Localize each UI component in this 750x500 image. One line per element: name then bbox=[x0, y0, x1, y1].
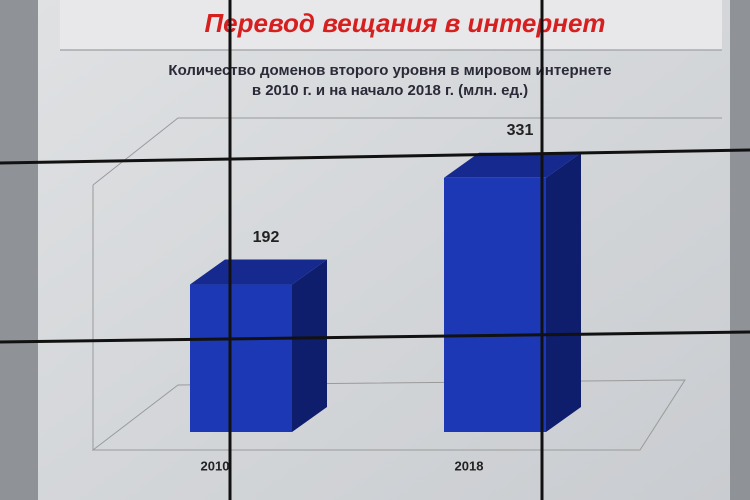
seam bbox=[0, 330, 750, 344]
seam bbox=[0, 148, 750, 165]
slide bbox=[38, 0, 730, 500]
bar-side bbox=[546, 152, 581, 433]
value-label: 192 bbox=[253, 229, 280, 246]
bar-top bbox=[444, 152, 581, 178]
floor bbox=[91, 379, 686, 451]
bars bbox=[190, 152, 581, 433]
chart-subtitle: в 2010 г. и на начало 2018 г. (млн. ед.) bbox=[252, 82, 528, 99]
value-label: 331 bbox=[507, 122, 534, 139]
bar-top bbox=[190, 259, 327, 285]
bar-side bbox=[292, 259, 327, 432]
bar bbox=[190, 284, 292, 432]
title-band bbox=[60, 0, 722, 50]
chart-subtitle: Количество доменов второго уровня в миро… bbox=[168, 62, 611, 79]
bar bbox=[444, 177, 546, 432]
x-tick-label: 2018 bbox=[455, 458, 484, 473]
chart-title: Перевод вещания в интернет bbox=[204, 8, 605, 38]
x-tick-label: 2010 bbox=[201, 458, 230, 473]
